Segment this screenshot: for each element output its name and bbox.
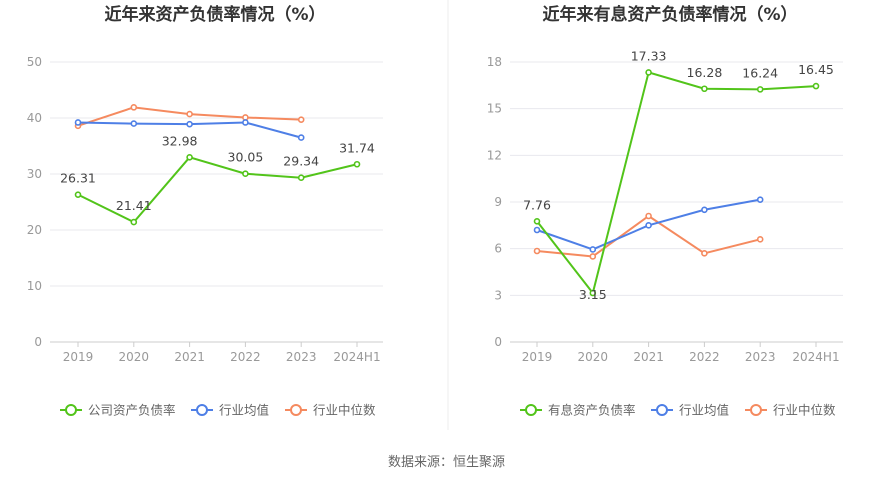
chart2-series-point-2 [589, 253, 597, 260]
chart1-series-point-0 [130, 218, 138, 226]
data-source: 数据来源：恒生聚源 [388, 455, 505, 470]
chart1-data-label: 32.98 [162, 133, 198, 148]
chart1-legend-marker-1 [196, 404, 208, 416]
chart2-series-point-0 [756, 86, 764, 93]
chart2-data-label: 17.33 [631, 48, 667, 63]
chart1-series-point-2 [186, 110, 193, 118]
chart1-legend-marker-2 [290, 404, 302, 416]
chart2-y-tick-label: 0 [494, 335, 502, 349]
chart2-series-point-2 [756, 236, 764, 243]
chart1-data-label: 31.74 [339, 140, 375, 155]
chart1-x-tick-label: 2020 [119, 350, 150, 364]
chart2-series-point-0 [701, 85, 708, 93]
chart1-y-tick-label: 40 [27, 111, 42, 125]
chart1-x-tick-label: 2022 [230, 350, 261, 364]
chart2-series-point-1 [701, 206, 708, 214]
chart1-legend-marker-0 [65, 404, 77, 416]
chart1-series-point-1 [130, 120, 138, 127]
chart2-series-point-2 [533, 247, 541, 255]
chart2-x-tick-label: 2024H1 [792, 350, 839, 364]
chart1-y-tick-label: 50 [27, 55, 42, 69]
chart2-series-point-1 [589, 246, 597, 253]
chart2-y-tick-label: 15 [487, 102, 502, 116]
chart2-data-label: 16.24 [742, 65, 778, 80]
chart2-title: 近年来有息资产负债率情况（%） [542, 4, 797, 25]
chart2-y-tick-label: 9 [494, 195, 502, 209]
chart2-series-point-0 [645, 69, 652, 76]
chart2-data-label: 16.45 [798, 62, 834, 77]
chart1-series-point-0 [186, 154, 193, 161]
chart1-legend-label-2: 行业中位数 [313, 403, 376, 418]
chart1-series-point-2 [297, 116, 305, 123]
chart1-series-line-0 [77, 156, 358, 224]
chart1-y-tick-label: 0 [34, 335, 42, 349]
chart2-series-line-0 [536, 71, 817, 296]
chart1-data-label: 30.05 [228, 150, 264, 165]
chart2-y-tick-label: 6 [494, 242, 502, 256]
chart2-series-point-0 [589, 289, 597, 297]
chart2-series-point-1 [533, 226, 541, 234]
chart1-y-tick-label: 30 [27, 167, 42, 181]
chart2-x-tick-label: 2023 [745, 350, 776, 364]
chart1-title: 近年来资产负债率情况（%） [104, 4, 325, 25]
chart2-y-tick-label: 18 [487, 55, 502, 69]
chart2-legend-label-0: 有息资产负债率 [548, 403, 636, 418]
chart1-series-point-1 [186, 120, 193, 128]
chart1-series-point-0 [74, 191, 82, 198]
chart1-data-label: 26.31 [60, 171, 96, 186]
chart2-series-point-2 [701, 250, 708, 257]
chart1-series-point-1 [297, 134, 305, 141]
chart1-series-point-1 [74, 119, 82, 126]
chart2-y-tick-label: 3 [494, 288, 502, 302]
chart2-series-point-1 [645, 222, 652, 229]
chart1-x-tick-label: 2023 [286, 350, 317, 364]
chart2-y-tick-label: 12 [487, 148, 502, 162]
chart1-series-point-0 [353, 160, 361, 168]
chart1-series-point-0 [297, 174, 305, 181]
chart2-series-point-2 [645, 212, 652, 220]
chart1-data-label: 21.41 [116, 198, 152, 213]
chart2-legend-marker-2 [750, 404, 762, 416]
chart2-legend-label-2: 行业中位数 [773, 403, 836, 418]
chart1-y-tick-label: 20 [27, 223, 42, 237]
chart2-legend-label-1: 行业均值 [679, 403, 729, 418]
chart1-y-tick-label: 10 [27, 279, 42, 293]
chart1-series-point-1 [242, 119, 249, 126]
chart1-legend-label-1: 行业均值 [219, 403, 269, 418]
chart2-series-point-1 [756, 196, 764, 203]
chart2-x-tick-label: 2020 [578, 350, 609, 364]
chart2-x-tick-label: 2021 [633, 350, 664, 364]
chart1-x-tick-label: 2024H1 [333, 350, 380, 364]
chart2-data-label: 7.76 [523, 197, 551, 212]
chart2-series-point-0 [812, 82, 820, 90]
chart2-x-tick-label: 2022 [689, 350, 720, 364]
chart2-legend-marker-0 [525, 404, 537, 416]
chart1-x-tick-label: 2021 [174, 350, 205, 364]
chart2-series-point-0 [533, 217, 541, 225]
chart1-x-tick-label: 2019 [63, 350, 94, 364]
chart2-legend-marker-1 [656, 404, 668, 416]
chart1-series-point-0 [242, 170, 249, 178]
chart2-data-label: 16.28 [687, 65, 723, 80]
chart1-data-label: 29.34 [283, 154, 319, 169]
chart2-data-label: 3.15 [579, 287, 607, 302]
chart2-x-tick-label: 2019 [522, 350, 553, 364]
chart1-series-point-2 [130, 104, 138, 111]
chart1-legend-label-0: 公司资产负债率 [88, 403, 176, 418]
